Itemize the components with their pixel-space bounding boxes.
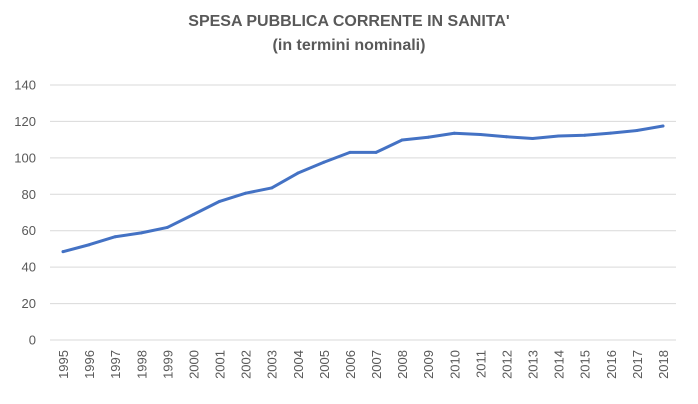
grid-lines [50,84,676,341]
x-tick-label: 2001 [213,350,228,379]
data-point-2008 [400,138,404,142]
data-point-2009 [426,135,430,139]
y-tick-label: 0 [29,333,36,348]
x-tick-label: 2011 [473,350,488,378]
data-point-2018 [661,124,665,128]
x-tick-label: 2002 [239,350,254,379]
x-tick-label: 2017 [630,350,645,379]
y-axis: 0 20 40 60 80 100 120 140 [14,78,36,348]
data-point-1995 [61,250,65,254]
data-point-2015 [583,133,587,137]
data-point-2013 [531,137,535,141]
x-tick-label: 2005 [317,350,332,379]
data-point-2010 [452,131,456,135]
y-tick-label: 120 [14,114,36,129]
x-tick-label: 2010 [447,350,462,379]
data-point-2006 [348,150,352,154]
x-tick-label: 2018 [656,350,671,379]
data-point-1997 [113,235,117,239]
y-tick-label: 40 [22,260,36,275]
series-line-0 [61,124,665,254]
x-tick-label: 2006 [343,350,358,379]
x-tick-label: 2007 [369,350,384,379]
data-point-2004 [296,171,300,175]
x-tick-label: 2008 [395,350,410,379]
data-point-1998 [139,231,143,235]
x-tick-label: 2003 [265,350,280,379]
y-tick-label: 100 [14,150,36,165]
y-tick-label: 60 [22,223,36,238]
y-tick-label: 80 [22,187,36,202]
data-point-2012 [504,135,508,139]
x-tick-label: 2015 [578,350,593,379]
series-group [61,124,665,254]
chart-title-main: SPESA PUBBLICA CORRENTE IN SANITA' [188,13,510,30]
x-tick-label: 1999 [160,350,175,379]
x-tick-label: 2004 [291,350,306,379]
data-point-2000 [191,213,195,217]
x-tick-label: 2000 [186,350,201,379]
data-point-1999 [165,225,169,229]
x-tick-label: 2013 [526,350,541,379]
x-tick-label: 1996 [82,350,97,379]
x-tick-label: 2014 [552,350,567,379]
data-point-1996 [87,243,91,247]
chart-subtitle: (in termini nominali) [272,37,426,54]
data-point-2003 [270,186,274,190]
data-point-2007 [374,150,378,154]
data-point-2001 [218,199,222,203]
x-tick-label: 1995 [56,350,71,379]
data-point-2005 [322,160,326,164]
x-tick-label: 2016 [604,350,619,379]
data-point-2014 [557,134,561,138]
chart-title: SPESA PUBBLICA CORRENTE IN SANITA' (in t… [0,10,698,58]
x-tick-label: 2009 [421,350,436,379]
y-tick-label: 20 [22,296,36,311]
x-axis: 1995 1996 1997 1998 1999 2000 2001 2002 2003 2004… [56,350,671,379]
x-tick-label: 2012 [499,350,514,379]
x-tick-label: 1997 [108,350,123,379]
data-point-2002 [244,191,248,195]
x-tick-label: 1998 [134,350,149,379]
data-point-2016 [609,131,613,135]
data-point-2011 [478,133,482,137]
data-point-2017 [635,129,639,133]
y-tick-label: 140 [14,78,36,93]
